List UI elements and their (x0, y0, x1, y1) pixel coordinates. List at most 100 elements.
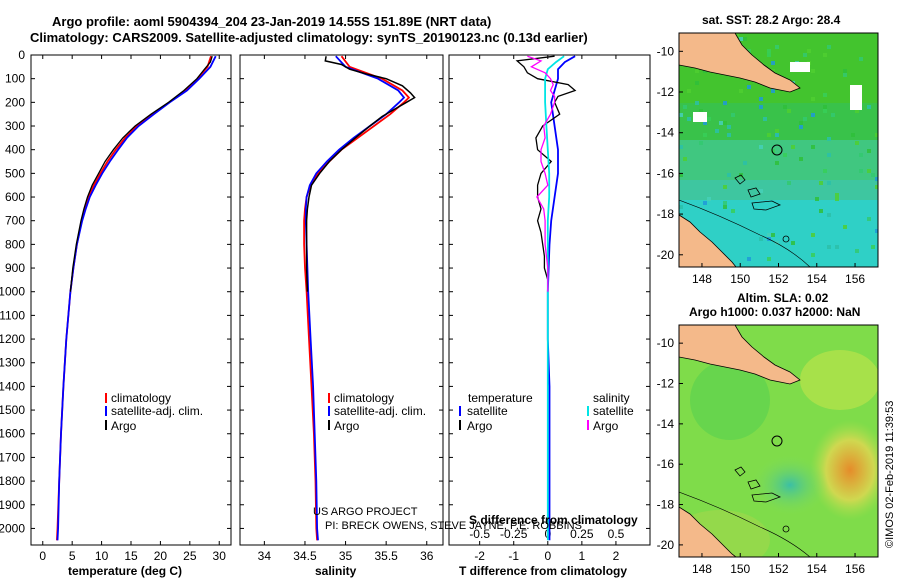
sst-pixel (687, 117, 691, 121)
map-y-tick-label: -12 (657, 377, 675, 391)
sst-pixel (727, 173, 731, 177)
plot-frame (30, 54, 232, 546)
sst-pixel (787, 109, 791, 113)
header-line1: Argo profile: aoml 5904394_204 23-Jan-20… (52, 14, 491, 29)
map-y-tick-label: -10 (657, 44, 675, 58)
sst-pixel (707, 197, 711, 201)
sst-land-south (679, 214, 737, 267)
sla-map: Altim. SLA: 0.02 Argo h1000: 0.037 h2000… (657, 291, 879, 576)
x-tick-label: 30 (213, 549, 227, 563)
sst-pixel (867, 169, 871, 173)
sst-pixel (859, 57, 863, 61)
sst-pixel (679, 145, 683, 149)
sal-diff-satellite-line (544, 55, 565, 541)
sst-pixel (835, 197, 839, 201)
sst-pixel (823, 93, 827, 97)
sst-pixel (679, 113, 683, 117)
sst-cloud-gap (790, 62, 810, 72)
x-tick-label: 1 (579, 549, 586, 563)
sst-pixel (703, 133, 707, 137)
satellite-salinity-line (304, 55, 406, 541)
map-y-tick-label: -14 (657, 126, 675, 140)
y-tick-label: 1500 (0, 403, 25, 417)
x2-tick-label: -0.25 (500, 527, 528, 541)
s-difference-title: S difference from climatology (469, 513, 638, 527)
sst-pixel (823, 109, 827, 113)
sst-pixel (819, 181, 823, 185)
sla-west-band (690, 360, 770, 440)
map-x-tick-label: 154 (807, 272, 827, 286)
sst-pixel (875, 177, 878, 181)
t-difference-xlabel: T difference from climatology (459, 564, 627, 578)
header-line2: Climatology: CARS2009. Satellite-adjuste… (30, 30, 588, 45)
sst-pixel (791, 241, 795, 245)
map-y-tick-label: -14 (657, 417, 675, 431)
x-tick-label: -1 (508, 549, 519, 563)
y-tick-label: 1800 (0, 474, 25, 488)
map-y-tick-label: -10 (657, 336, 675, 350)
sst-pixel (827, 137, 831, 141)
y-tick-label: 300 (5, 119, 25, 133)
y-tick-label: 800 (5, 237, 25, 251)
sst-pixel (835, 193, 839, 197)
sst-pixel (707, 117, 711, 121)
sst-pixel (747, 257, 751, 261)
y-tick-label: 200 (5, 95, 25, 109)
sst-map-title: sat. SST: 28.2 Argo: 28.4 (702, 13, 841, 27)
sst-pixel (767, 53, 771, 57)
sst-pixel (823, 53, 827, 57)
y-tick-label: 1300 (0, 356, 25, 370)
map-x-tick-label: 156 (845, 272, 865, 286)
sst-pixel (739, 37, 743, 41)
map-y-tick-label: -18 (657, 207, 675, 221)
sst-pixel (855, 109, 859, 113)
satellite-temperature-line (56, 55, 217, 541)
sst-argo-position (771, 144, 783, 156)
legend-argo-label: Argo (334, 419, 360, 433)
map-y-tick-label: -16 (657, 457, 675, 471)
sla-land-south (679, 506, 737, 557)
map-x-tick-label: 150 (730, 562, 750, 576)
legend-temp-argo-label: Argo (467, 419, 493, 433)
sst-pixel (871, 245, 875, 249)
sst-pixel (851, 133, 855, 137)
y-tick-label: 700 (5, 214, 25, 228)
temperature-legend: climatology satellite-adj. clim. Argo (105, 391, 203, 433)
sst-pixel (859, 169, 863, 173)
temperature-panel: 0100200300400500600700800900100011001200… (0, 48, 232, 563)
sst-pixel (803, 53, 807, 57)
legend-argo-label: Argo (111, 419, 137, 433)
sla-shelf-contour (679, 491, 811, 557)
sst-pixel (679, 205, 683, 209)
difference-panel: -2 -1 0 1 2-0.5 -0.25 0 0.25 0.5 (448, 54, 651, 563)
sst-pixel (759, 189, 763, 193)
sst-pixel (763, 117, 767, 121)
sst-pixel (787, 181, 791, 185)
sst-pixel (811, 253, 815, 257)
sst-pixel (871, 173, 875, 177)
legend-sal-satellite-label: satellite (593, 404, 634, 418)
legend-salinity-title: salinity (593, 391, 630, 405)
sst-pixel (731, 209, 735, 213)
sst-pixel (827, 181, 831, 185)
sst-pixel (767, 257, 771, 261)
sst-pixel (747, 85, 751, 89)
argo-temperature-line (69, 56, 213, 292)
salinity-legend: climatology satellite-adj. clim. Argo (328, 391, 426, 433)
sla-island-marker (782, 525, 790, 533)
x-tick-label: -2 (474, 549, 485, 563)
sst-pixel (831, 113, 835, 117)
sla-high-anomaly (810, 420, 878, 520)
sst-pixel (759, 105, 763, 109)
sst-pixel (855, 249, 859, 253)
sst-pixel (875, 185, 878, 189)
legend-temp-satellite-label: satellite (467, 404, 508, 418)
sst-pixel (683, 157, 687, 161)
y-tick-label: 1400 (0, 379, 25, 393)
sst-pixel (767, 49, 771, 53)
sst-pixel (827, 45, 831, 49)
sst-pixel (719, 121, 723, 125)
sst-pixel (679, 173, 683, 177)
sst-pixel (739, 89, 743, 93)
sst-pixel (823, 105, 827, 109)
